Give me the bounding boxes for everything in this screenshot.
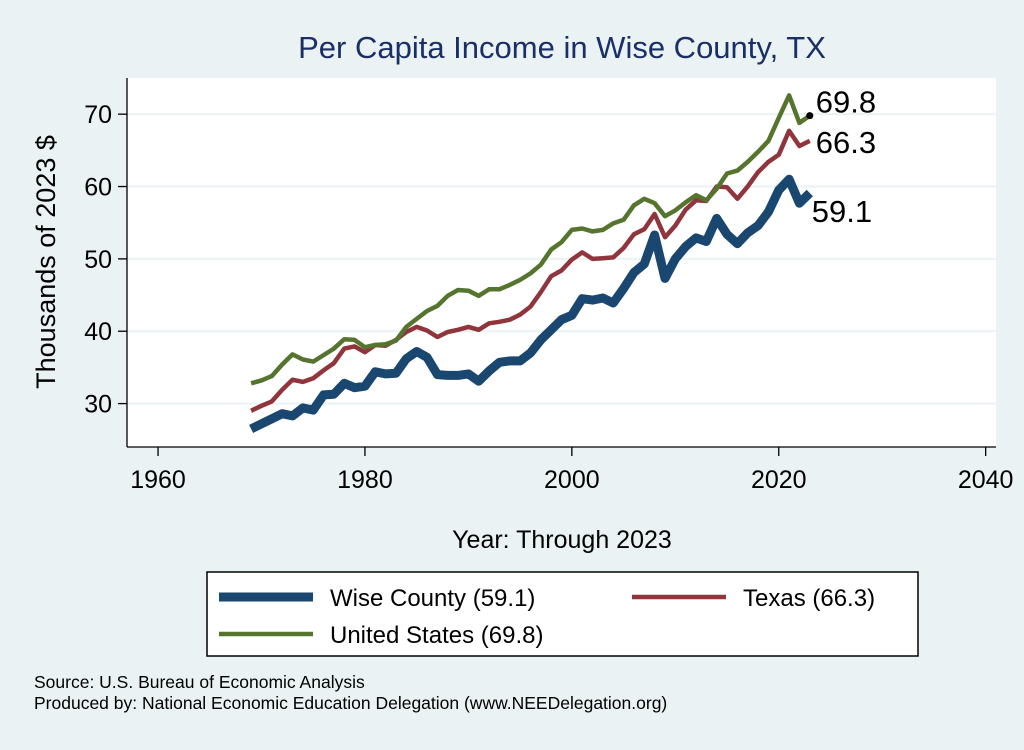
y-tick-label: 60: [84, 174, 112, 202]
produced-by-note: Produced by: National Economic Education…: [34, 693, 667, 713]
y-tick-label: 30: [84, 391, 112, 419]
legend-label-united-states: United States (69.8): [330, 622, 543, 649]
end-label-texas: 66.3: [816, 125, 876, 160]
source-note: Source: U.S. Bureau of Economic Analysis: [34, 672, 365, 692]
y-tick-label: 40: [84, 318, 112, 346]
series-lines: [249, 93, 813, 433]
legend-label-texas: Texas (66.3): [743, 585, 875, 612]
x-tick-label: 2000: [544, 466, 600, 494]
y-tick-label: 50: [84, 246, 112, 274]
x-tick-label: 1980: [337, 466, 393, 494]
end-marker: [806, 112, 814, 120]
x-axis-label: Year: Through 2023: [452, 526, 672, 554]
end-label-united-states: 69.8: [816, 85, 876, 120]
end-label-wise-county: 59.1: [812, 194, 872, 229]
plot-area: [127, 78, 996, 447]
y-tick-label: 70: [84, 101, 112, 129]
x-tick-label: 2040: [958, 466, 1014, 494]
y-axis-label: Thousands of 2023 $: [31, 135, 61, 389]
chart-title: Per Capita Income in Wise County, TX: [298, 30, 826, 65]
x-tick-label: 1960: [130, 466, 186, 494]
end-labels: 59.1 66.3 69.8: [806, 85, 876, 229]
x-tick-label: 2020: [751, 466, 807, 494]
legend-box: [206, 571, 919, 657]
series-line-united-states: [250, 93, 812, 386]
axes: 30 40 50 60 70 1960 1980 2000 2020 2040: [84, 78, 1013, 494]
series-line-wise-county: [249, 174, 813, 433]
legend-label-wise-county: Wise County (59.1): [330, 585, 535, 612]
legend: Wise County (59.1) Texas (66.3) United Sta…: [206, 571, 919, 657]
